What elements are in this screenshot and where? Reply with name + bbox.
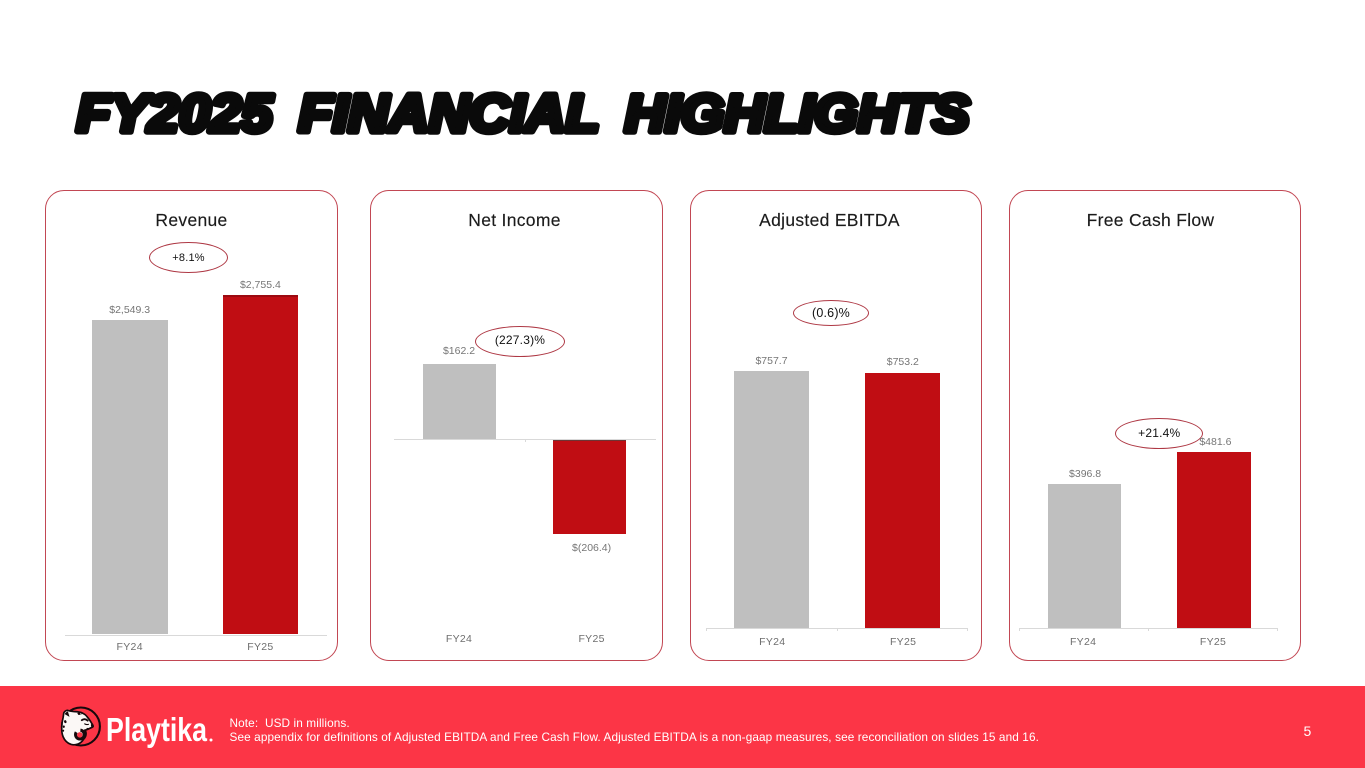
svg-text:FY2025 FINANCIAL HIGHLIGHTS: FY2025 FINANCIAL HIGHLIGHTS [77, 85, 970, 144]
svg-text:Playtika: Playtika [106, 711, 208, 748]
